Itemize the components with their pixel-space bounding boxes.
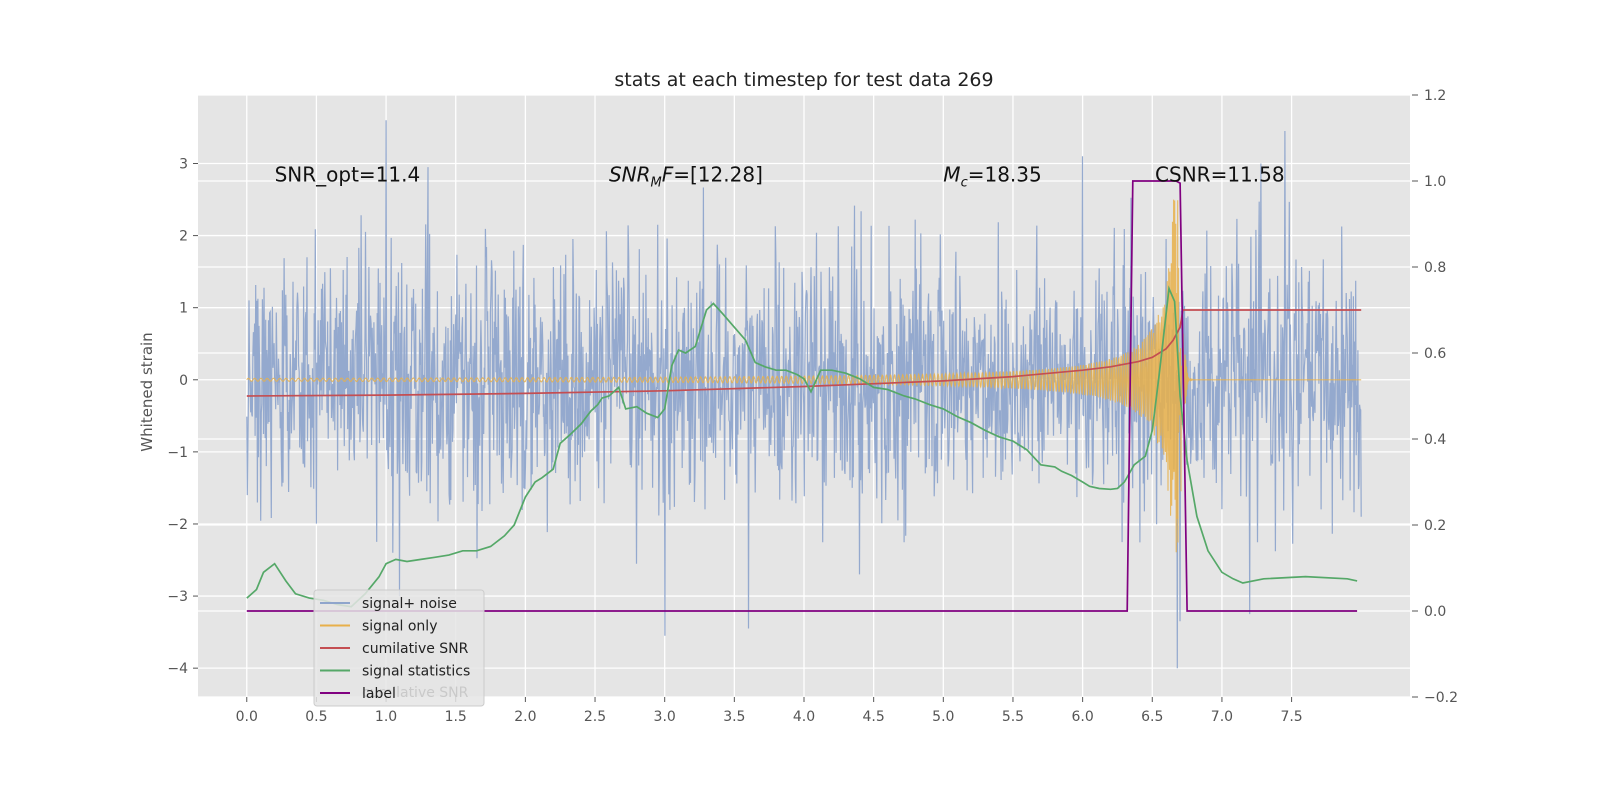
y2-tick-label: 0.4 (1424, 432, 1446, 448)
axes: 0.0 0.5 1.0 1.5 2.0 2.5 3.0 3.5 4.0 4.5 5.0 5.5 6.0 6… (167, 88, 1458, 725)
x-tick-label: 5.5 (1002, 709, 1024, 725)
annotation-0: SNR_opt=11.4 (275, 162, 421, 186)
x-tick-label: 6.0 (1071, 709, 1093, 725)
y-axis-label: Whitened strain (138, 332, 156, 451)
y2-tick-label: 1.2 (1424, 88, 1446, 104)
x-tick-label: 2.5 (584, 709, 606, 725)
x-tick-label: 7.0 (1211, 709, 1233, 725)
y-tick-label: 2 (179, 229, 188, 245)
legend-entry: signal+ noise (362, 596, 457, 612)
x-tick-label: 0.0 (236, 709, 258, 725)
x-tick-label: 2.0 (514, 709, 536, 725)
series-line-signal-only (246, 199, 1362, 553)
x-tick-label: 7.5 (1280, 709, 1302, 725)
annotation-1: SNRMF=[12.28] (609, 162, 763, 190)
y2-tick-label: −0.2 (1424, 690, 1458, 706)
y-tick-label: −1 (167, 445, 188, 461)
x-tick-label: 6.5 (1141, 709, 1163, 725)
x-tick-label: 1.5 (445, 709, 467, 725)
y-tick-label: −3 (167, 589, 188, 605)
y2-tick-label: 0.2 (1424, 518, 1446, 534)
series-lines (246, 180, 1362, 612)
y2-tick-label: 0.8 (1424, 260, 1446, 276)
y2-tick-label: 0.0 (1424, 604, 1446, 620)
y-tick-label: −4 (167, 661, 188, 677)
chart-title: stats at each timestep for test data 269 (614, 69, 993, 91)
y-tick-label: −2 (167, 517, 188, 533)
legend-ghost-text: cumilative SNR (362, 685, 469, 701)
x-tick-label: 4.0 (793, 709, 815, 725)
legend-entry: signal only (362, 619, 437, 635)
series-line-label (246, 180, 1358, 612)
legend-entry: label (362, 686, 396, 702)
x-tick-label: 5.0 (932, 709, 954, 725)
y2-tick-label: 0.6 (1424, 346, 1446, 362)
legend-entry: signal statistics (362, 664, 470, 680)
y2-tick-label: 1.0 (1424, 174, 1446, 190)
x-tick-label: 3.0 (654, 709, 676, 725)
legend-entry: cumilative SNR (362, 641, 469, 657)
y-tick-label: 1 (179, 301, 188, 317)
annotation-2: Mc=18.35 (943, 162, 1041, 190)
legend-box (313, 589, 485, 707)
x-tick-label: 1.0 (375, 709, 397, 725)
y-tick-label: 0 (179, 373, 188, 389)
legend: cumilative SNR signal+ noise signal only cu… (313, 589, 485, 707)
series-signal-only (246, 199, 1362, 553)
annotations: SNR_opt=11.4 SNRMF=[12.28] Mc=18.35 CSNR=11… (275, 162, 1285, 190)
x-tick-label: 3.5 (723, 709, 745, 725)
x-tick-label: 4.5 (863, 709, 885, 725)
annotation-3: CSNR=11.58 (1155, 162, 1285, 186)
x-tick-label: 0.5 (305, 709, 327, 725)
y-tick-label: 3 (179, 156, 188, 172)
